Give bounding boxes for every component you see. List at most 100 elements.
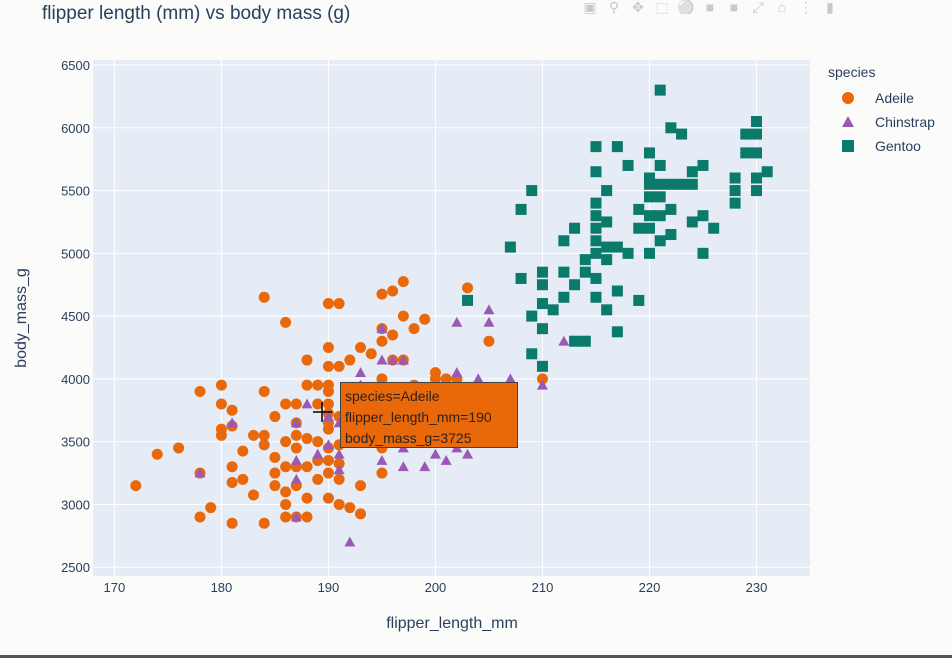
data-point[interactable] bbox=[504, 241, 516, 253]
data-point[interactable] bbox=[590, 141, 602, 153]
plot-area[interactable] bbox=[93, 60, 810, 576]
data-point[interactable] bbox=[451, 367, 463, 378]
data-point[interactable] bbox=[697, 159, 709, 171]
data-point[interactable] bbox=[590, 197, 602, 209]
data-point[interactable] bbox=[429, 448, 441, 459]
data-point[interactable] bbox=[536, 266, 548, 278]
pan-icon[interactable]: ✥ bbox=[632, 0, 644, 14]
data-point[interactable] bbox=[451, 316, 463, 327]
data-point[interactable] bbox=[526, 185, 538, 197]
compare-hover-icon[interactable]: ▮ bbox=[826, 0, 834, 14]
data-point[interactable] bbox=[226, 417, 238, 428]
data-point[interactable] bbox=[312, 379, 324, 391]
data-point[interactable] bbox=[355, 342, 367, 354]
data-point[interactable] bbox=[333, 473, 345, 485]
data-point[interactable] bbox=[215, 379, 227, 391]
data-point[interactable] bbox=[590, 291, 602, 303]
data-point[interactable] bbox=[579, 254, 591, 266]
data-point[interactable] bbox=[237, 473, 249, 485]
data-point[interactable] bbox=[654, 178, 666, 190]
data-point[interactable] bbox=[290, 429, 302, 441]
data-point[interactable] bbox=[376, 288, 388, 300]
data-point[interactable] bbox=[686, 178, 698, 190]
data-point[interactable] bbox=[322, 379, 334, 391]
data-point[interactable] bbox=[376, 323, 388, 334]
data-point[interactable] bbox=[376, 335, 388, 347]
data-point[interactable] bbox=[462, 448, 474, 459]
data-point[interactable] bbox=[312, 398, 324, 410]
lasso-icon[interactable]: ⚪ bbox=[677, 0, 695, 14]
data-point[interactable] bbox=[472, 373, 484, 384]
data-point[interactable] bbox=[322, 298, 334, 310]
data-point[interactable] bbox=[322, 454, 334, 466]
data-point[interactable] bbox=[515, 272, 527, 284]
data-point[interactable] bbox=[601, 185, 613, 197]
data-point[interactable] bbox=[333, 298, 345, 310]
data-point[interactable] bbox=[676, 128, 688, 140]
data-point[interactable] bbox=[322, 398, 334, 410]
data-point[interactable] bbox=[750, 172, 762, 184]
data-point[interactable] bbox=[194, 385, 206, 397]
reset-axes-icon[interactable]: ⌂ bbox=[777, 0, 787, 14]
data-point[interactable] bbox=[643, 191, 655, 203]
data-point[interactable] bbox=[376, 454, 388, 465]
data-point[interactable] bbox=[729, 172, 741, 184]
data-point[interactable] bbox=[290, 442, 302, 454]
data-point[interactable] bbox=[483, 304, 495, 315]
data-point[interactable] bbox=[665, 203, 677, 215]
data-point[interactable] bbox=[750, 128, 762, 140]
data-point[interactable] bbox=[686, 166, 698, 178]
data-point[interactable] bbox=[290, 417, 302, 428]
data-point[interactable] bbox=[397, 310, 409, 322]
legend-item-gentoo[interactable]: Gentoo bbox=[828, 134, 935, 158]
data-point[interactable] bbox=[611, 141, 623, 153]
data-point[interactable] bbox=[654, 159, 666, 171]
data-point[interactable] bbox=[740, 147, 752, 159]
data-point[interactable] bbox=[643, 172, 655, 184]
data-point[interactable] bbox=[536, 379, 548, 390]
data-point[interactable] bbox=[590, 272, 602, 284]
data-point[interactable] bbox=[579, 335, 591, 347]
data-point[interactable] bbox=[312, 448, 324, 459]
data-point[interactable] bbox=[258, 517, 270, 529]
data-point[interactable] bbox=[440, 454, 452, 465]
autoscale-icon[interactable]: ⤢ bbox=[752, 0, 764, 14]
data-point[interactable] bbox=[376, 373, 388, 385]
data-point[interactable] bbox=[633, 222, 645, 234]
data-point[interactable] bbox=[376, 354, 388, 365]
data-point[interactable] bbox=[536, 298, 548, 310]
data-point[interactable] bbox=[280, 398, 292, 410]
spike-lines-icon[interactable]: ⋮ bbox=[799, 0, 813, 14]
data-point[interactable] bbox=[569, 222, 581, 234]
data-point[interactable] bbox=[729, 197, 741, 209]
zoom-in-icon[interactable]: ■ bbox=[705, 0, 715, 14]
data-point[interactable] bbox=[590, 166, 602, 178]
data-point[interactable] bbox=[301, 492, 313, 504]
data-point[interactable] bbox=[536, 279, 548, 291]
data-point[interactable] bbox=[130, 480, 142, 492]
data-point[interactable] bbox=[654, 210, 666, 222]
data-point[interactable] bbox=[258, 429, 270, 441]
data-point[interactable] bbox=[665, 122, 677, 134]
data-point[interactable] bbox=[729, 185, 741, 197]
data-point[interactable] bbox=[344, 354, 356, 366]
data-point[interactable] bbox=[269, 451, 281, 463]
camera-icon[interactable]: ▣ bbox=[583, 0, 597, 14]
data-point[interactable] bbox=[408, 323, 420, 335]
data-point[interactable] bbox=[558, 335, 570, 346]
data-point[interactable] bbox=[387, 354, 399, 365]
data-point[interactable] bbox=[697, 210, 709, 222]
data-point[interactable] bbox=[194, 511, 206, 523]
data-point[interactable] bbox=[611, 326, 623, 338]
box-select-icon[interactable]: ⬚ bbox=[655, 0, 669, 14]
data-point[interactable] bbox=[205, 502, 217, 514]
data-point[interactable] bbox=[322, 411, 334, 421]
data-point[interactable] bbox=[333, 458, 345, 470]
data-point[interactable] bbox=[269, 411, 281, 423]
data-point[interactable] bbox=[226, 517, 238, 529]
data-point[interactable] bbox=[654, 84, 666, 96]
data-point[interactable] bbox=[633, 203, 645, 215]
data-point[interactable] bbox=[301, 354, 313, 366]
data-point[interactable] bbox=[376, 467, 388, 479]
data-point[interactable] bbox=[226, 476, 238, 488]
